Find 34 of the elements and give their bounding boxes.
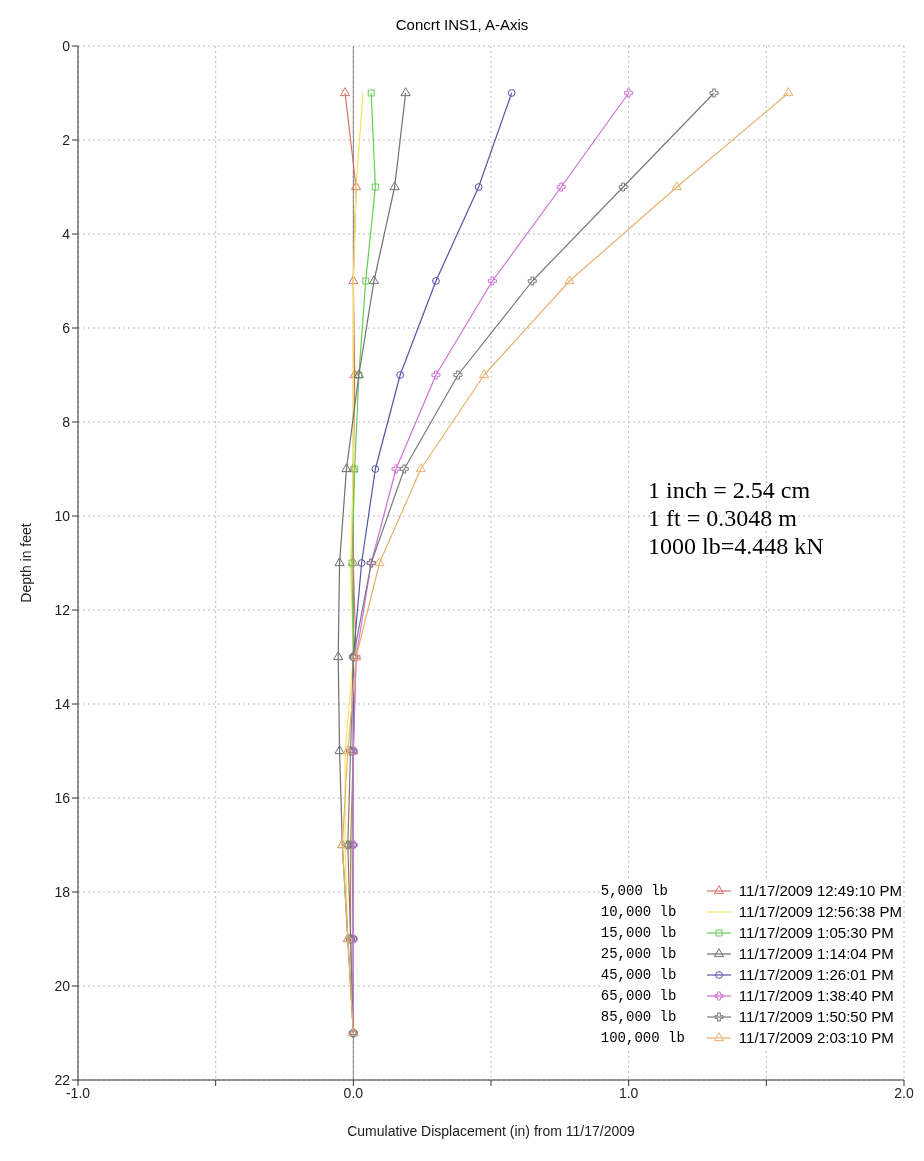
legend-label: 11/17/2009 1:38:40 PM <box>738 987 894 1004</box>
legend-label: 11/17/2009 1:14:04 PM <box>738 945 894 962</box>
legend-label: 11/17/2009 12:49:10 PM <box>738 882 902 899</box>
y-tick-label: 0 <box>62 37 71 54</box>
legend-label: 11/17/2009 2:03:10 PM <box>738 1029 894 1046</box>
annotation: 85,000 lb <box>600 1008 678 1025</box>
y-tick-label: 4 <box>62 225 71 242</box>
conversion-note: 1 inch = 2.54 cm 1 ft = 0.3048 m 1000 lb=4.448 kN <box>648 476 824 560</box>
x-tick-label: 1.0 <box>618 1084 639 1101</box>
y-tick-label: 20 <box>54 977 71 994</box>
chart-title: Concrt INS1, A-Axis <box>394 16 530 33</box>
annotation: 5,000 lb <box>600 882 670 899</box>
annotation: 15,000 lb <box>600 924 678 941</box>
legend-label: 11/17/2009 12:56:38 PM <box>738 903 902 920</box>
y-tick-label: 14 <box>54 695 71 712</box>
y-tick-label: 12 <box>54 601 71 618</box>
y-tick-label: 6 <box>62 319 71 336</box>
y-tick-label: 16 <box>54 789 71 806</box>
annotation: 45,000 lb <box>600 966 678 983</box>
x-tick-label: 2.0 <box>894 1084 914 1101</box>
annotation: 100,000 lb <box>600 1029 686 1046</box>
y-tick-label: 10 <box>54 507 71 524</box>
annotation: 10,000 lb <box>600 903 678 920</box>
y-tick-label: 2 <box>62 131 71 148</box>
y-tick-label: 18 <box>54 883 71 900</box>
annotation: 25,000 lb <box>600 945 678 962</box>
legend-label: 11/17/2009 1:05:30 PM <box>738 924 894 941</box>
y-tick-label: 8 <box>62 413 71 430</box>
legend-label: 11/17/2009 1:50:50 PM <box>738 1008 894 1025</box>
legend-label: 11/17/2009 1:26:01 PM <box>738 966 894 983</box>
x-axis-title: Cumulative Displacement (in) from 11/17/2009 <box>347 1123 636 1139</box>
x-tick-label: 0.0 <box>343 1084 364 1101</box>
y-axis-title: Depth in feet <box>17 523 34 603</box>
annotation: 65,000 lb <box>600 987 678 1004</box>
